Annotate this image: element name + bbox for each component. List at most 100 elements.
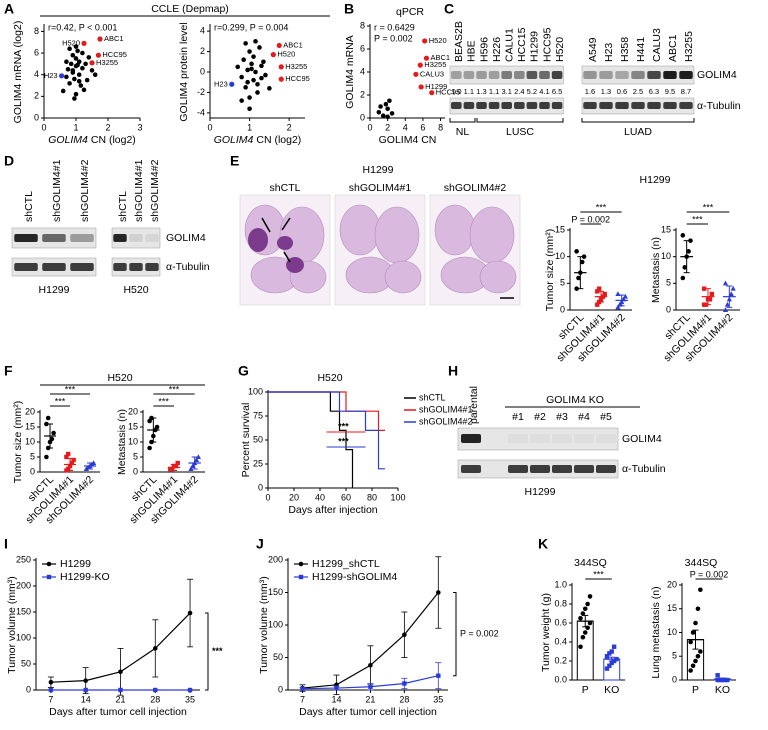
data-point xyxy=(587,594,593,599)
stat-annotation: P = 0.002 xyxy=(571,214,610,224)
data-point xyxy=(385,114,390,120)
y-tick-label: 200 xyxy=(16,580,31,590)
blot-band xyxy=(583,71,597,79)
group-label: NL xyxy=(456,126,470,138)
data-point xyxy=(83,61,88,67)
tumor-nodule xyxy=(286,257,304,273)
image-label: shGOLIM4#1 xyxy=(349,182,412,194)
data-point xyxy=(436,673,441,678)
lane-label: CALU3 xyxy=(651,28,663,62)
x-tick-label: 4 xyxy=(403,122,408,132)
quantification: 5.2 xyxy=(527,87,537,96)
x-tick-label: 60 xyxy=(341,492,351,502)
plot-title: 344SQ xyxy=(574,557,607,569)
y-tick-label: 0 xyxy=(30,466,35,476)
data-point xyxy=(622,293,628,299)
cell-line-label: H1299 xyxy=(39,284,70,296)
data-point xyxy=(259,63,264,69)
data-point xyxy=(45,415,51,421)
legend-label: shGOLIM4#1 xyxy=(419,404,473,414)
data-point xyxy=(72,76,77,82)
y-tick-label: 100 xyxy=(248,386,263,396)
blot-band xyxy=(539,71,550,79)
data-point xyxy=(76,78,82,84)
lane-label: BEAS2B xyxy=(453,21,465,62)
data-point xyxy=(195,454,201,459)
data-point xyxy=(75,62,80,68)
lung-tissue xyxy=(374,206,420,264)
data-point xyxy=(60,88,66,94)
data-point xyxy=(722,307,729,312)
cell-line-label: H1299 xyxy=(525,486,556,498)
y-tick-label: 5 xyxy=(30,451,35,461)
data-point xyxy=(263,72,268,78)
blot-band xyxy=(574,465,594,473)
y-tick-label: 15 xyxy=(667,603,677,613)
data-point xyxy=(615,304,621,310)
panel-letter: K xyxy=(538,536,548,552)
blot-band xyxy=(488,102,500,109)
data-point xyxy=(578,615,583,621)
stat-annotation: *** xyxy=(169,384,180,394)
y-tick-label: 2 xyxy=(200,46,205,56)
data-point xyxy=(688,238,693,243)
data-point xyxy=(73,56,79,61)
data-point xyxy=(239,74,244,80)
data-point xyxy=(73,91,79,97)
data-point xyxy=(715,673,720,678)
legend-label: H1299-shGOLIM4 xyxy=(312,571,397,583)
data-point xyxy=(239,98,244,103)
panel-letter: F xyxy=(4,363,13,379)
panel-letter: A xyxy=(4,1,14,17)
stat-annotation: r=0.299, P = 0.004 xyxy=(214,22,288,32)
data-point xyxy=(604,666,610,671)
y-tick-label: 5 xyxy=(133,451,138,461)
quantification: 3.1 xyxy=(501,87,511,96)
x-axis-label: Days after injection xyxy=(288,504,377,516)
data-point xyxy=(695,653,701,659)
x-tick-label: 6 xyxy=(420,122,425,132)
data-point xyxy=(722,280,729,286)
y-tick-label: 20 xyxy=(25,406,35,416)
data-point xyxy=(607,663,612,668)
data-point xyxy=(241,57,246,63)
blot-band xyxy=(113,263,127,271)
panel-title: H1299 xyxy=(363,164,394,176)
data-point xyxy=(582,630,588,635)
blot-band xyxy=(129,263,143,271)
y-tick-label: 0 xyxy=(672,674,677,684)
image-label: shGOLIM4#2 xyxy=(444,182,507,194)
protein-label: α-Tubulin xyxy=(697,100,741,112)
data-point xyxy=(582,606,588,612)
y-tick-label: 20 xyxy=(667,579,677,589)
data-point xyxy=(368,663,373,668)
y-tick-label: 2 xyxy=(360,89,365,99)
data-point xyxy=(48,687,54,693)
point-label: H3255 xyxy=(96,58,118,67)
blot-band xyxy=(508,434,528,443)
data-point xyxy=(51,430,56,436)
data-point xyxy=(402,681,407,686)
blot-band xyxy=(14,263,38,271)
data-point xyxy=(243,85,248,90)
legend-label: H1299_shCTL xyxy=(312,558,380,570)
data-point xyxy=(300,686,305,691)
y-tick-label: 0 xyxy=(34,112,39,122)
blot-band xyxy=(647,71,661,79)
highlight-point xyxy=(278,76,284,82)
blot-band xyxy=(488,71,500,79)
data-point xyxy=(187,610,193,616)
data-point xyxy=(402,632,407,638)
data-point xyxy=(261,59,266,65)
data-point xyxy=(724,301,731,307)
blot-band xyxy=(145,234,159,242)
y-tick-label: 150 xyxy=(16,606,31,616)
x-tick-label: 7 xyxy=(48,694,53,704)
lane-label: HCC15 xyxy=(516,27,528,62)
lane-label: ABC1 xyxy=(667,34,679,62)
data-point xyxy=(298,574,304,580)
y-tick-label: 8 xyxy=(360,20,365,30)
stat-annotation: r=0.42, P < 0.001 xyxy=(48,22,117,32)
data-point xyxy=(602,291,607,297)
data-point xyxy=(152,646,158,651)
